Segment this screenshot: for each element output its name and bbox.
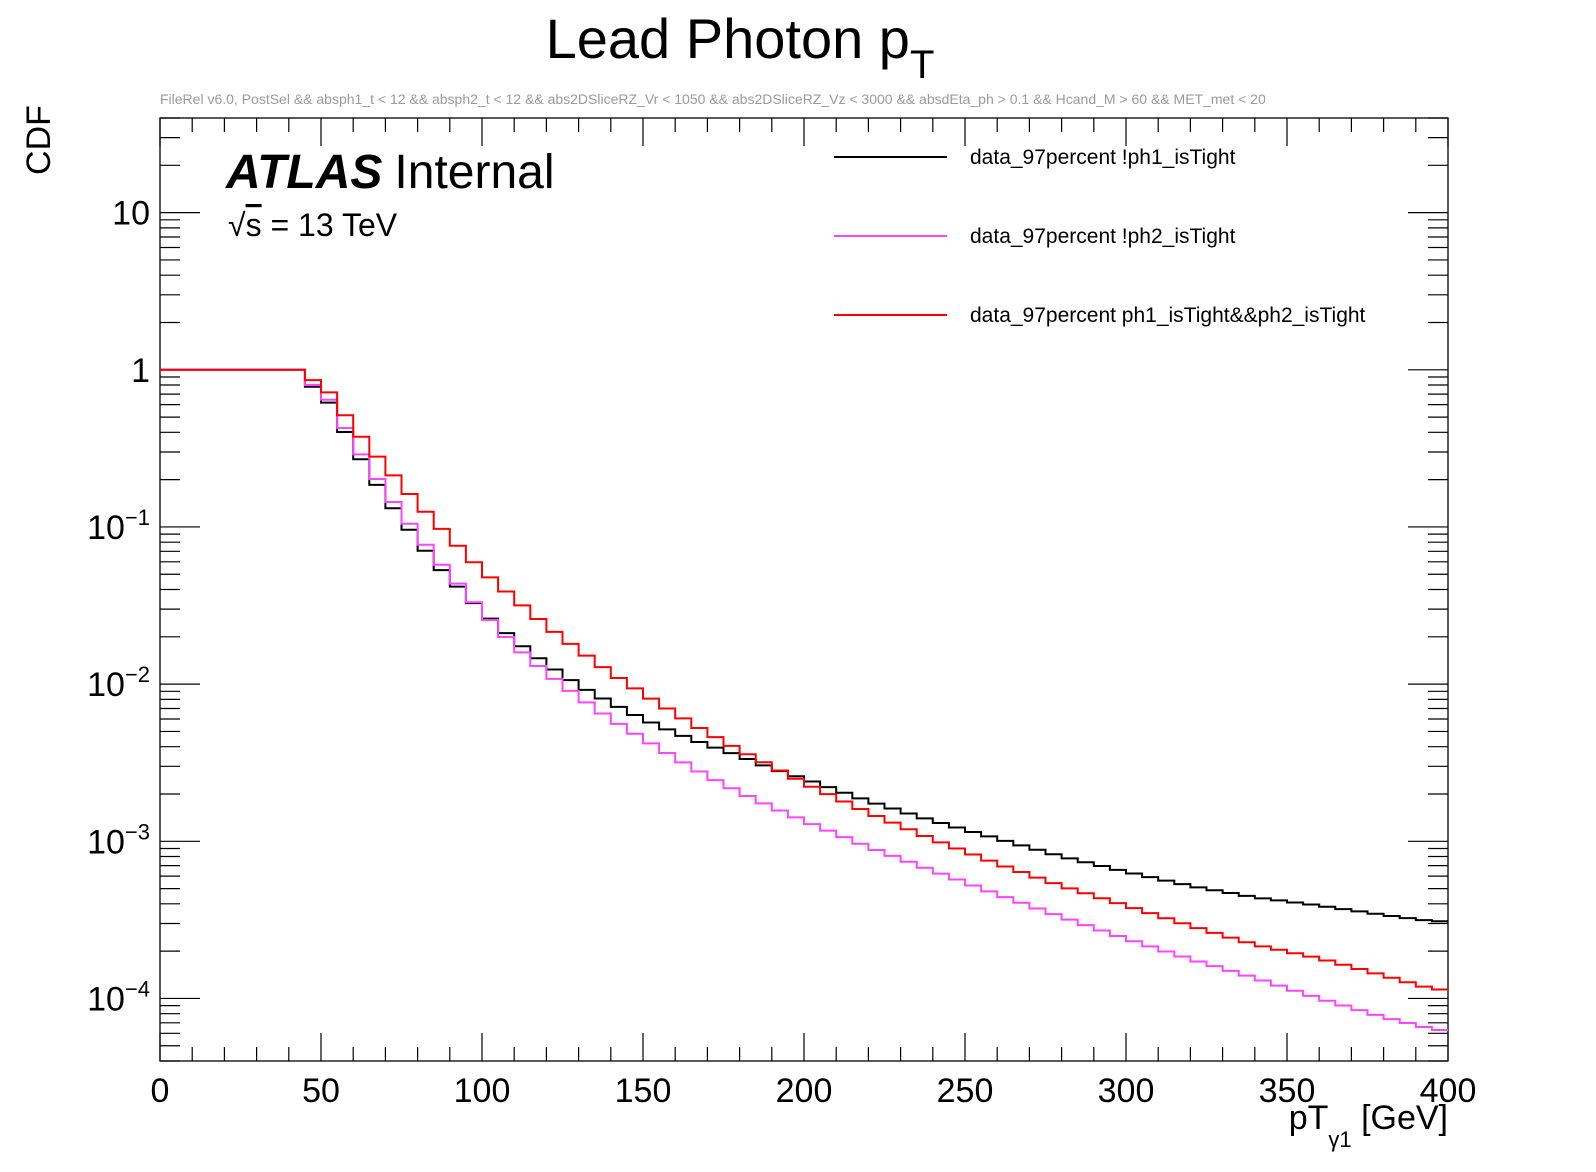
y-tick-label: 10 (112, 195, 150, 233)
x-axis-label-subscript: γ1 (1328, 1127, 1351, 1152)
y-tick-label: 10−2 (87, 662, 150, 704)
legend: data_97percent !ph1_isTight data_97percen… (834, 146, 1366, 327)
y-tick-label-base: 10 (87, 823, 125, 861)
x-tick-label: 400 (1420, 1072, 1477, 1110)
chart-title-subscript: T (910, 43, 934, 87)
y-tick-label: 10−1 (87, 505, 150, 547)
legend-label-2: data_97percent !ph2_isTight (970, 225, 1236, 248)
x-tick-label: 150 (615, 1072, 672, 1110)
y-axis-label: CDF (20, 105, 58, 175)
energy-label: √s = 13 TeV (228, 207, 398, 243)
axis-ticks (159, 117, 1449, 1062)
atlas-label-bold: ATLAS (225, 146, 382, 199)
x-tick-label: 200 (776, 1072, 833, 1110)
axis-tick-labels: 0 50 100 150 200 250 300 350 40010110−110−210−31… (87, 195, 1476, 1110)
atlas-label-status: Internal (394, 146, 554, 199)
x-tick-label: 100 (454, 1072, 511, 1110)
x-tick-label: 350 (1259, 1072, 1316, 1110)
x-tick-label: 300 (1098, 1072, 1155, 1110)
x-axis-label: pTγ1 [GeV] (1289, 1099, 1448, 1152)
series-layer (160, 368, 1448, 1031)
y-tick-label-exponent: −2 (125, 662, 150, 687)
atlas-label: ATLAS Internal (225, 146, 555, 199)
y-tick-label: 1 (131, 352, 150, 390)
y-tick-label-exponent: −3 (125, 819, 150, 844)
x-tick-label: 50 (302, 1072, 340, 1110)
chart-subtitle: FileRel v6.0, PostSel && absph1_t < 12 &… (160, 91, 1266, 107)
x-tick-label: 0 (151, 1072, 170, 1110)
x-tick-label: 250 (937, 1072, 994, 1110)
y-tick-label: 10−3 (87, 819, 150, 861)
chart-title: Lead Photon pT (546, 7, 935, 87)
series-3-line (160, 368, 1448, 991)
y-tick-label-base: 10 (87, 980, 125, 1018)
y-tick-label-exponent: −1 (125, 505, 150, 530)
y-tick-label: 10−4 (87, 976, 150, 1018)
y-tick-label-exponent: −4 (125, 976, 150, 1001)
y-tick-label-base: 10 (87, 509, 125, 547)
series-2-line (160, 368, 1448, 1031)
energy-label-s: s (246, 207, 262, 243)
legend-label-1: data_97percent !ph1_isTight (970, 146, 1236, 169)
y-tick-label-base: 10 (87, 666, 125, 704)
legend-label-3: data_97percent ph1_isTight&&ph2_isTight (970, 304, 1366, 327)
plot-frame (159, 117, 1449, 1062)
